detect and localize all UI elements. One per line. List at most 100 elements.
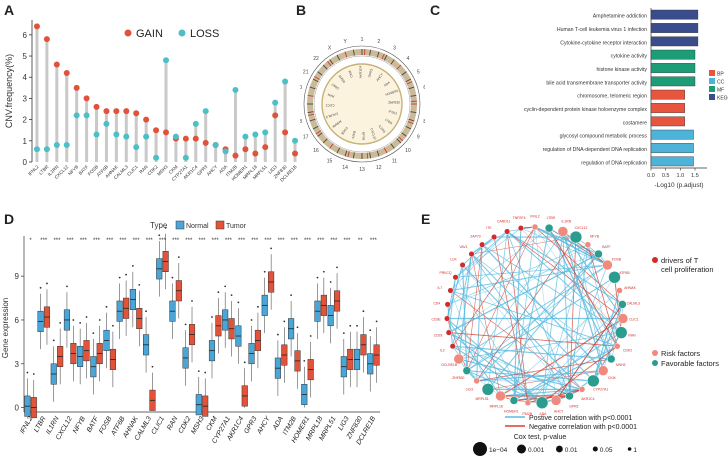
enrichment-bar xyxy=(650,129,694,140)
y-tick-label: 4 xyxy=(23,73,28,82)
positive-edge xyxy=(452,345,543,404)
node-label: CXCL12 xyxy=(575,226,588,230)
tumor-outlier xyxy=(177,256,180,259)
node-label: ATF6B xyxy=(619,271,630,275)
positive-edge xyxy=(527,277,615,403)
cytoband xyxy=(374,50,377,57)
legend-cox-size-marker xyxy=(556,445,563,453)
y-tick-label: 6 xyxy=(23,31,28,40)
cytoband xyxy=(314,128,320,132)
network-node xyxy=(444,315,451,322)
tumor-outlier xyxy=(85,316,88,318)
chromosome-label: 13 xyxy=(359,167,365,173)
positive-edge xyxy=(455,277,529,403)
significance-label: *** xyxy=(159,238,167,244)
significance-label: *** xyxy=(67,238,75,244)
node-label: TNFSF4 xyxy=(513,216,526,220)
x-tick-label: CLIC1 xyxy=(126,164,139,177)
gene-label: AKR1C4 xyxy=(358,66,362,79)
legend-positive-label: Postive correlation with p<0.0001 xyxy=(529,415,632,422)
network-node xyxy=(544,223,554,233)
cytoband xyxy=(379,149,383,156)
cytoband xyxy=(366,152,369,159)
cytoband xyxy=(312,125,319,130)
y-axis-title: CNV.frequency(%) xyxy=(4,54,14,128)
loss-point xyxy=(242,133,249,140)
loss-point xyxy=(262,129,269,136)
network-node xyxy=(614,326,628,339)
cytoband xyxy=(390,143,395,149)
positive-edge xyxy=(471,253,612,360)
cytoband xyxy=(376,150,380,157)
gain-point xyxy=(103,108,110,115)
network-node xyxy=(445,329,452,336)
cytoband xyxy=(311,81,318,85)
chromosome-label: 4 xyxy=(407,56,410,62)
tumor-outlier xyxy=(204,371,207,374)
legend-loss-label: LOSS xyxy=(190,28,219,40)
network-node xyxy=(584,241,592,248)
x-tick-label: AHCY xyxy=(206,164,219,177)
normal-outlier xyxy=(224,285,227,288)
x-tick-label: 1.0 xyxy=(677,173,685,179)
significance-label: *** xyxy=(93,238,101,244)
positive-edge xyxy=(471,231,508,255)
cytoband xyxy=(376,51,380,58)
chromosome-label: 16 xyxy=(313,148,319,154)
loss-point xyxy=(192,120,199,127)
loss-point xyxy=(222,148,229,155)
x-tick-label: LIG3 xyxy=(267,164,278,175)
normal-outlier xyxy=(237,301,240,304)
cytoband xyxy=(308,89,315,92)
gene-label: CXCL12 xyxy=(369,128,377,141)
cytoband xyxy=(350,50,353,57)
loss-point xyxy=(113,131,120,138)
cytoband xyxy=(307,108,314,111)
cytoband xyxy=(410,94,417,97)
significance-label: *** xyxy=(225,238,233,244)
network-node xyxy=(473,377,480,385)
loss-point xyxy=(202,108,209,115)
gain-point xyxy=(63,69,70,76)
legend-cox-size-label: 1 xyxy=(633,447,637,454)
cytoband xyxy=(406,81,413,85)
cytoband xyxy=(310,83,317,87)
cytoband xyxy=(318,134,325,139)
gain-point xyxy=(282,129,289,136)
chromosome-label: 17 xyxy=(303,135,309,141)
legend-cox-size-marker xyxy=(517,444,526,454)
panel-d-label: D xyxy=(4,211,15,227)
normal-outlier xyxy=(145,310,147,313)
significance-label: *** xyxy=(133,238,141,244)
cytoband xyxy=(399,69,406,74)
node-label: HOMER1 xyxy=(504,410,519,414)
tumor-outlier xyxy=(322,270,325,273)
term-label: glycosyl compound metabolic process xyxy=(560,134,648,140)
cytoband xyxy=(399,134,406,139)
positive-edge xyxy=(476,253,599,382)
significance-label: *** xyxy=(106,238,114,244)
node-label: VAV1 xyxy=(460,245,468,249)
cytoband xyxy=(324,62,330,68)
cytoband xyxy=(396,138,402,144)
cytoband xyxy=(394,62,400,68)
tumor-outlier xyxy=(32,373,35,375)
legend-swatch xyxy=(709,78,715,84)
x-tick-label: RAN xyxy=(138,164,148,174)
network-node xyxy=(616,287,623,294)
term-label: costamere xyxy=(623,120,647,126)
cytoband xyxy=(331,144,336,151)
legend-risk-marker xyxy=(652,350,658,356)
x-tick-label: NFYB xyxy=(72,415,87,435)
cytoband xyxy=(371,151,374,158)
legend-gain-label: GAIN xyxy=(136,28,163,40)
negative-edge xyxy=(476,358,612,382)
legend-swatch xyxy=(709,86,715,92)
positive-edge xyxy=(587,244,612,360)
node-label: GPR3 xyxy=(569,405,578,409)
legend-title: Type xyxy=(150,221,168,230)
node-label: LCK xyxy=(450,257,457,261)
enrichment-bar xyxy=(650,49,696,60)
legend-favorable-marker xyxy=(652,360,658,366)
